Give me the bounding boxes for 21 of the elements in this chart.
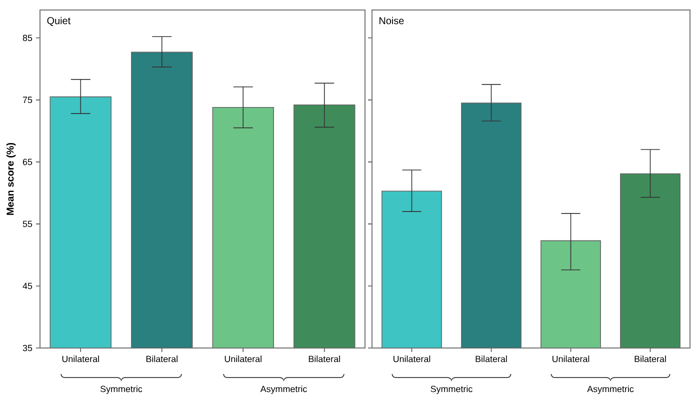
text: Quiet [47,16,71,26]
y-tick-label: 55 [22,220,32,228]
y-axis-title: Mean score (%) [6,142,16,215]
text: Asymmetric [587,386,634,394]
text: Asymmetric [260,386,307,394]
x-tick-label: Bilateral [634,356,666,362]
text: Noise [380,16,404,24]
x-tick-label: Unilateral [62,356,99,362]
x-tick-label: Bilateral [146,356,178,362]
y-tick-label: 45 [22,282,32,290]
x-tick-label: Unilateral [394,356,430,362]
text: Symmetric [100,386,142,394]
y-tick-label: 65 [22,158,32,166]
text: Symmetric [430,386,472,394]
y-tick-label: 85 [22,34,32,42]
x-tick-label: Bilateral [476,356,507,362]
y-tick-label: 75 [22,96,32,104]
x-tick-label: Unilateral [552,356,590,362]
x-tick-label: Unilateral [224,356,262,362]
y-tick-label: 35 [22,344,32,352]
x-tick-label: Bilateral [308,356,340,362]
